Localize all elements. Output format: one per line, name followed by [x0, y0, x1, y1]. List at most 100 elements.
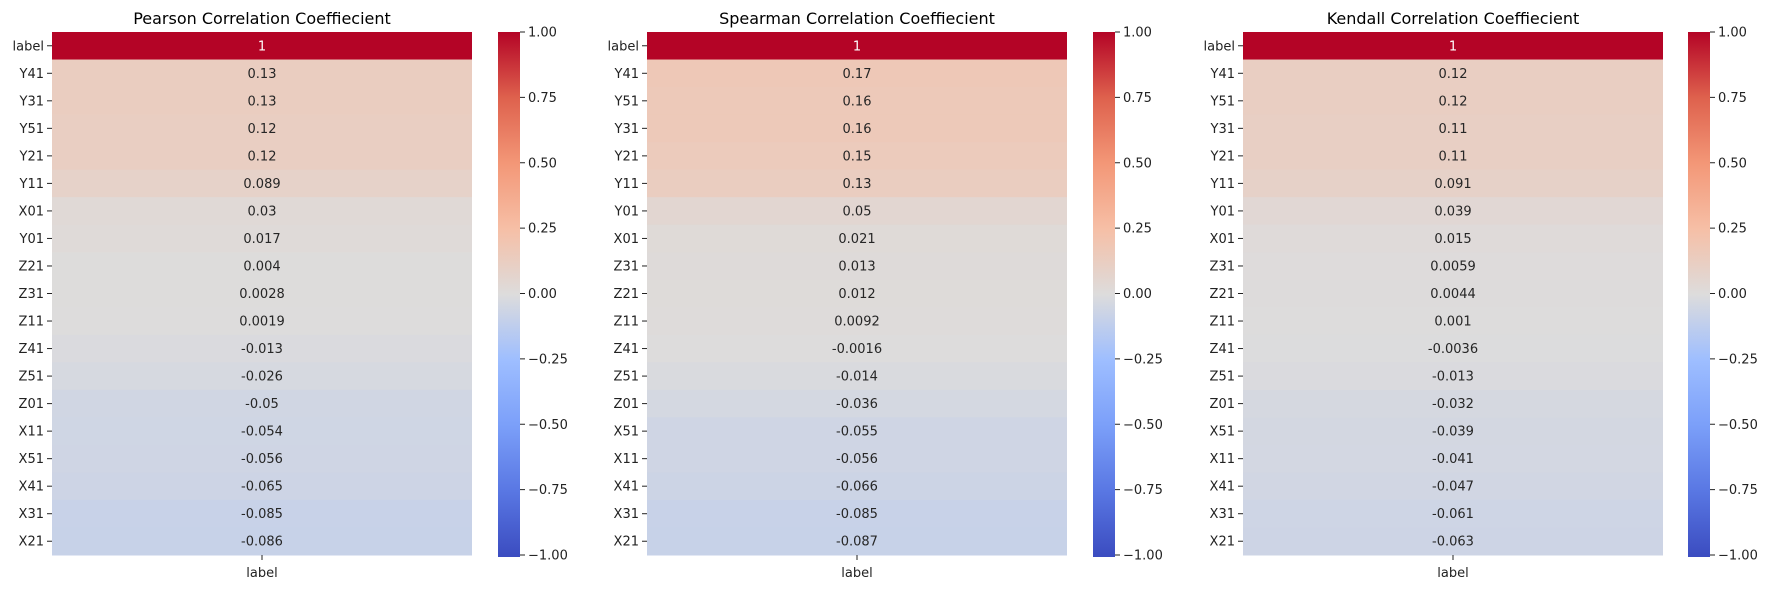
colorbar-tick-label: −1.00: [528, 549, 568, 564]
cell-value-label: 0.0092: [834, 315, 880, 330]
cell-value-label: -0.085: [836, 507, 878, 522]
colorbar-tick-label: −0.50: [1123, 418, 1163, 433]
row-tick-labels: label Y41 Y51 Y31 Y21 Y11 Y01 X01 Z31 Z21 Z11 Z41 Z5…: [608, 39, 647, 550]
row-tick-label: X11: [1210, 452, 1235, 467]
heatmap-cell: [647, 32, 1067, 61]
heatmap-cell: [647, 389, 1067, 418]
row-tick-label: X41: [19, 480, 44, 495]
row-tick-label: Z11: [19, 315, 44, 330]
heatmap-cell: [52, 169, 472, 198]
cell-value-label: -0.047: [1432, 480, 1474, 495]
heatmap-cell: [1243, 472, 1663, 501]
cell-value-label: 0.12: [248, 122, 277, 137]
heatmap-cell: [647, 307, 1067, 336]
cell-value-label: 0.001: [1434, 315, 1471, 330]
row-tick-label: Z41: [1210, 342, 1235, 357]
row-tick-label: Z01: [1210, 397, 1235, 412]
row-tick-label: Y31: [19, 94, 44, 109]
cell-value-label: -0.032: [1432, 397, 1474, 412]
colorbar-tick-label: 0.50: [1718, 156, 1747, 171]
row-tick-label: Z31: [614, 259, 639, 274]
row-tick-label: X21: [614, 535, 639, 550]
heatmap-cell: [1243, 252, 1663, 281]
colorbar-tick-label: 0.75: [1123, 91, 1152, 106]
row-tick-label: Z01: [19, 397, 44, 412]
row-tick-label: Y41: [614, 67, 639, 82]
row-tick-label: X31: [19, 507, 44, 522]
colorbar-tick-label: 0.50: [1123, 156, 1152, 171]
row-tick-label: Z51: [19, 370, 44, 385]
row-tick-label: X21: [19, 535, 44, 550]
row-tick-label: Y21: [614, 149, 639, 164]
colorbar: [1688, 32, 1710, 557]
heatmap-cell: [1243, 499, 1663, 528]
row-tick-label: Z31: [19, 287, 44, 302]
cell-value-label: 0.13: [248, 94, 277, 109]
row-tick-label: Y31: [1210, 122, 1235, 137]
colorbar-tick-label: 0.75: [1718, 91, 1747, 106]
cell-value-label: -0.054: [241, 425, 283, 440]
heatmap-cell: [52, 362, 472, 391]
colorbar-tick-label: −0.50: [528, 418, 568, 433]
heatmap-cell: [647, 279, 1067, 308]
cell-value-label: 0.13: [248, 67, 277, 82]
row-tick-label: Z41: [614, 342, 639, 357]
heatmap-cell: [52, 334, 472, 363]
cell-value-label: 0.17: [843, 67, 872, 82]
colorbar: [1093, 32, 1115, 557]
heatmap-cell: [1243, 87, 1663, 116]
colorbar-tick-label: −1.00: [1718, 549, 1758, 564]
cell-value-label: 0.017: [243, 232, 280, 247]
colorbar-tick-label: −0.25: [1123, 352, 1163, 367]
column-tick-label: label: [246, 566, 277, 581]
cell-value-label: -0.0016: [832, 342, 882, 357]
row-tick-label: Z11: [614, 315, 639, 330]
cell-value-label: 0.012: [838, 287, 875, 302]
colorbar-tick-label: 0.25: [528, 222, 557, 237]
heatmap-cell: [647, 362, 1067, 391]
cell-value-label: -0.063: [1432, 535, 1474, 550]
heatmap-cells: 1 0.17 0.16 0.16 0.15 0.13 0.05 0.021 0.013 0.012…: [647, 32, 1067, 556]
cell-value-label: -0.013: [241, 342, 283, 357]
chart-title: Kendall Correlation Coeffiecient: [1327, 9, 1580, 28]
heatmap-cell: [52, 114, 472, 143]
cell-value-label: 0.0028: [239, 287, 285, 302]
row-tick-label: label: [608, 39, 639, 54]
cell-value-label: -0.0036: [1428, 342, 1478, 357]
row-tick-label: Y51: [1210, 94, 1235, 109]
cell-value-label: 0.013: [838, 259, 875, 274]
cell-value-label: 0.039: [1434, 204, 1471, 219]
cell-value-label: 0.12: [248, 149, 277, 164]
row-tick-label: X01: [19, 204, 44, 219]
heatmap-cell: [1243, 444, 1663, 473]
colorbar-tick-label: 0.25: [1123, 222, 1152, 237]
cell-value-label: 0.15: [843, 149, 872, 164]
cell-value-label: -0.036: [836, 397, 878, 412]
cell-value-label: -0.05: [245, 397, 279, 412]
colorbar-tick-labels: 1.00 0.75 0.50 0.25 0.00 −0.25 −0.50 −0.75 −1.00: [520, 26, 568, 564]
heatmap-cell: [52, 307, 472, 336]
heatmap-cell: [647, 334, 1067, 363]
heatmap-cell: [647, 114, 1067, 143]
cell-value-label: 0.004: [243, 259, 280, 274]
colorbar-tick-label: −0.50: [1718, 418, 1758, 433]
heatmap-cell: [52, 224, 472, 253]
row-tick-label: X11: [19, 425, 44, 440]
heatmap-cell: [1243, 59, 1663, 88]
heatmap-cell: [1243, 527, 1663, 556]
row-tick-label: X51: [614, 425, 639, 440]
cell-value-label: 1: [853, 39, 861, 54]
cell-value-label: 0.089: [243, 177, 280, 192]
row-tick-label: Z01: [614, 397, 639, 412]
cell-value-label: -0.055: [836, 425, 878, 440]
heatmap-cell: [647, 472, 1067, 501]
heatmap-cell: [52, 279, 472, 308]
heatmap-cell: [647, 499, 1067, 528]
heatmap-cell: [52, 59, 472, 88]
colorbar-tick-label: 1.00: [528, 26, 557, 41]
row-tick-label: Z21: [19, 259, 44, 274]
heatmap-cell: [1243, 279, 1663, 308]
row-tick-label: X31: [1210, 507, 1235, 522]
heatmap-cell: [52, 389, 472, 418]
heatmap-cell: [647, 142, 1067, 171]
